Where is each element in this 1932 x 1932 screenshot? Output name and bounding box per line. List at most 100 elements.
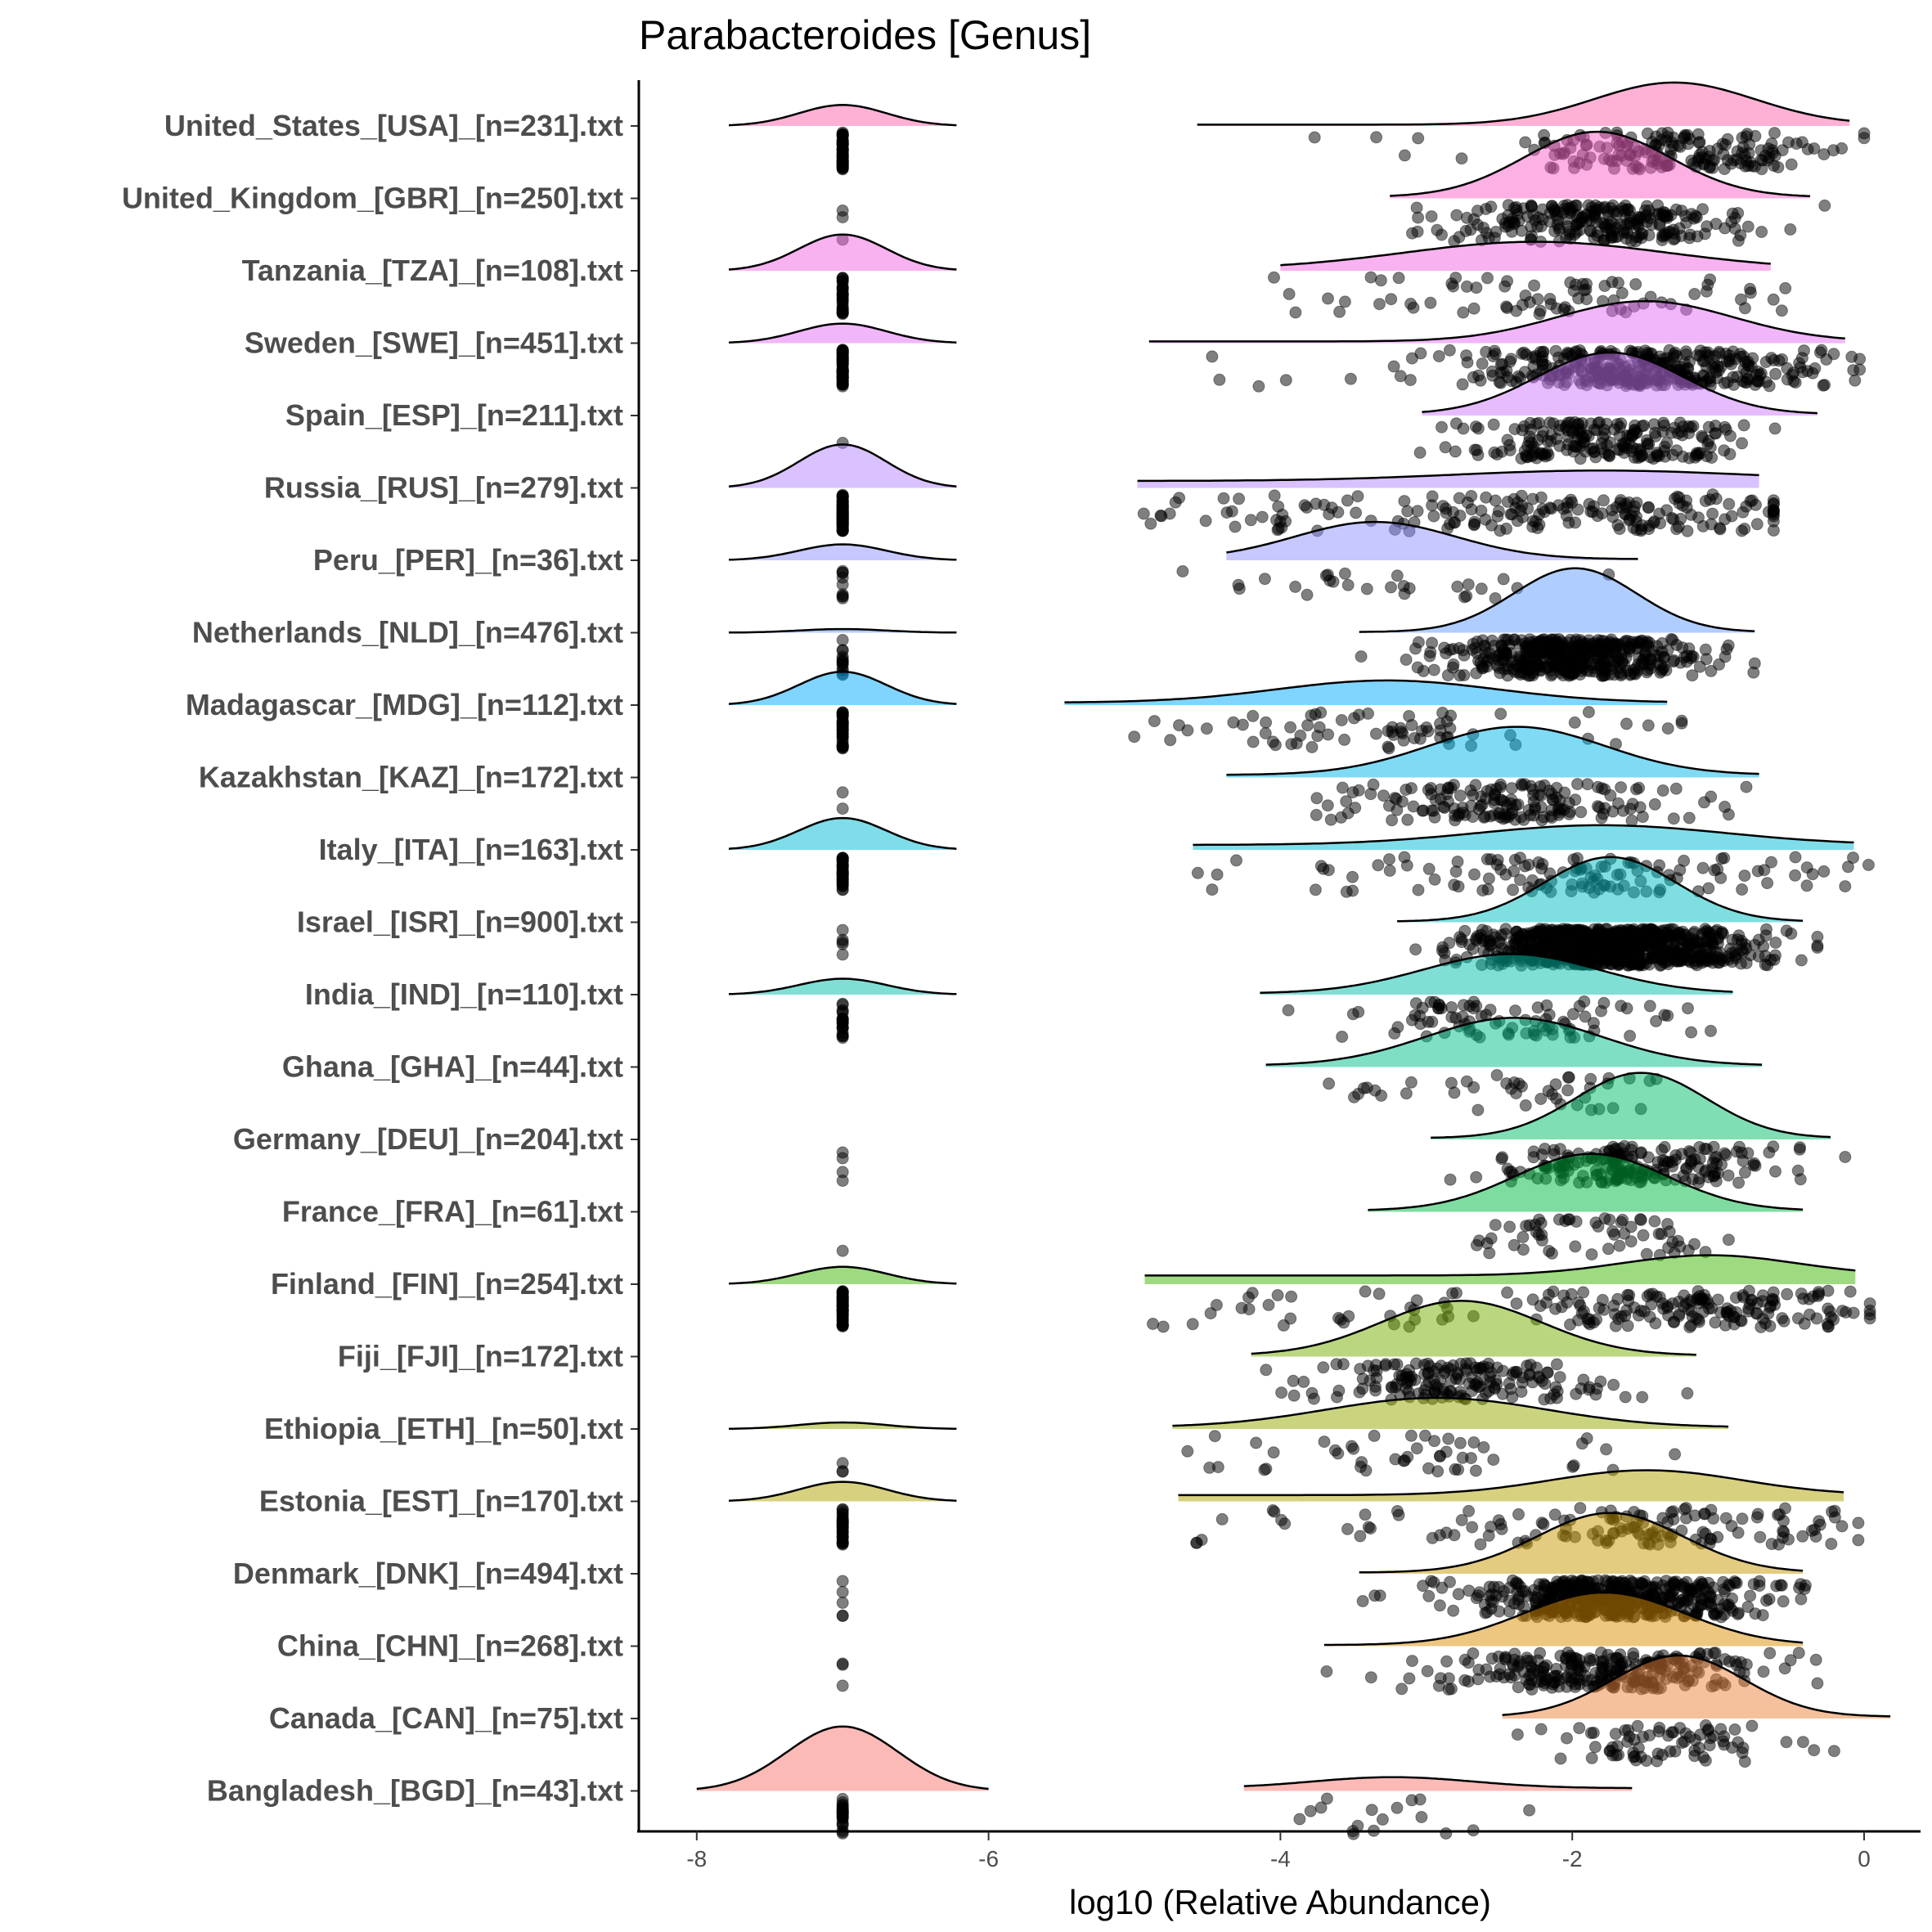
data-point	[1795, 1287, 1808, 1301]
data-point	[1431, 1465, 1445, 1478]
data-point	[1621, 1288, 1634, 1301]
data-point	[1676, 641, 1689, 654]
data-point	[1567, 853, 1580, 866]
data-point	[1498, 217, 1512, 230]
data-point	[1672, 928, 1685, 941]
data-point	[1633, 801, 1647, 814]
data-point	[1769, 937, 1782, 949]
data-point	[1411, 505, 1424, 518]
data-point	[836, 1597, 849, 1609]
data-point	[1822, 1320, 1835, 1333]
data-point	[1252, 380, 1265, 393]
data-point	[1387, 360, 1400, 373]
data-point	[1625, 814, 1638, 827]
data-point	[1657, 661, 1670, 674]
data-point	[1813, 1515, 1826, 1528]
data-point	[1524, 416, 1537, 429]
data-point	[1359, 1508, 1372, 1521]
data-point	[1289, 580, 1302, 593]
data-point	[1620, 1002, 1633, 1015]
data-point	[1506, 802, 1519, 815]
ridge-row	[836, 1072, 1852, 1189]
data-point	[1279, 374, 1292, 387]
data-point	[1503, 1220, 1516, 1233]
data-point	[836, 948, 849, 961]
data-point	[1373, 1589, 1386, 1602]
data-point	[1470, 667, 1483, 680]
data-point	[1475, 582, 1488, 595]
data-point	[1768, 422, 1781, 435]
data-point	[1386, 814, 1399, 827]
data-point	[1566, 1008, 1579, 1021]
data-point	[1766, 1292, 1779, 1305]
data-point	[1721, 133, 1734, 146]
data-point	[1535, 1516, 1548, 1530]
data-point	[836, 1610, 849, 1622]
data-point	[1585, 201, 1598, 214]
data-point	[1698, 1142, 1711, 1155]
data-point	[1669, 1149, 1683, 1161]
data-point	[1852, 1516, 1865, 1530]
data-point	[1712, 364, 1725, 377]
data-point	[1744, 286, 1757, 299]
data-point	[1713, 658, 1726, 671]
data-point	[1428, 1385, 1441, 1398]
ridge-row	[728, 1254, 1876, 1334]
data-point	[836, 501, 849, 514]
data-point	[1658, 1009, 1671, 1022]
data-point	[1581, 778, 1594, 791]
data-point	[1346, 870, 1359, 883]
data-point	[1841, 860, 1854, 874]
data-point	[1528, 279, 1541, 292]
data-point	[1423, 649, 1436, 663]
data-point	[1465, 1385, 1478, 1398]
data-point	[1618, 658, 1631, 672]
data-point	[1561, 430, 1575, 443]
data-point	[1206, 350, 1219, 363]
data-point	[1285, 1290, 1298, 1303]
data-point	[1738, 1166, 1751, 1179]
data-point	[1531, 434, 1544, 447]
data-point	[1736, 1512, 1749, 1525]
data-point	[1784, 223, 1797, 236]
data-point	[1605, 663, 1618, 676]
data-point	[1310, 792, 1323, 805]
data-point	[1638, 211, 1651, 224]
data-point	[1584, 443, 1597, 456]
data-point	[1494, 524, 1507, 537]
data-point	[1618, 636, 1631, 649]
data-point	[1457, 999, 1470, 1012]
data-point	[1450, 209, 1463, 222]
data-point	[836, 1518, 849, 1531]
data-point	[1391, 569, 1404, 582]
data-point	[1696, 429, 1708, 443]
data-point	[1817, 148, 1831, 161]
data-point	[1444, 1575, 1456, 1588]
data-point	[1706, 507, 1719, 520]
data-point	[1642, 501, 1656, 514]
data-point	[1680, 1162, 1693, 1175]
data-point	[1442, 1432, 1455, 1445]
data-point	[1501, 669, 1514, 682]
data-point	[1704, 273, 1717, 286]
data-point	[1777, 1514, 1790, 1527]
data-point	[1496, 649, 1509, 663]
data-point	[1283, 288, 1296, 300]
data-point	[1373, 298, 1386, 311]
data-point	[1852, 1534, 1865, 1547]
data-point	[1471, 204, 1484, 218]
data-point	[1519, 667, 1532, 681]
data-point	[1648, 798, 1661, 811]
data-point	[1340, 885, 1353, 898]
data-point	[1585, 1248, 1598, 1261]
data-point	[1526, 784, 1539, 796]
data-point	[1481, 272, 1494, 285]
data-point	[1736, 883, 1749, 896]
data-point	[1698, 227, 1711, 240]
data-point	[1679, 348, 1692, 361]
data-point	[1763, 1593, 1776, 1606]
data-point	[836, 1244, 849, 1257]
data-point	[1411, 225, 1424, 238]
data-point	[1839, 1151, 1852, 1163]
data-point	[1674, 864, 1687, 877]
